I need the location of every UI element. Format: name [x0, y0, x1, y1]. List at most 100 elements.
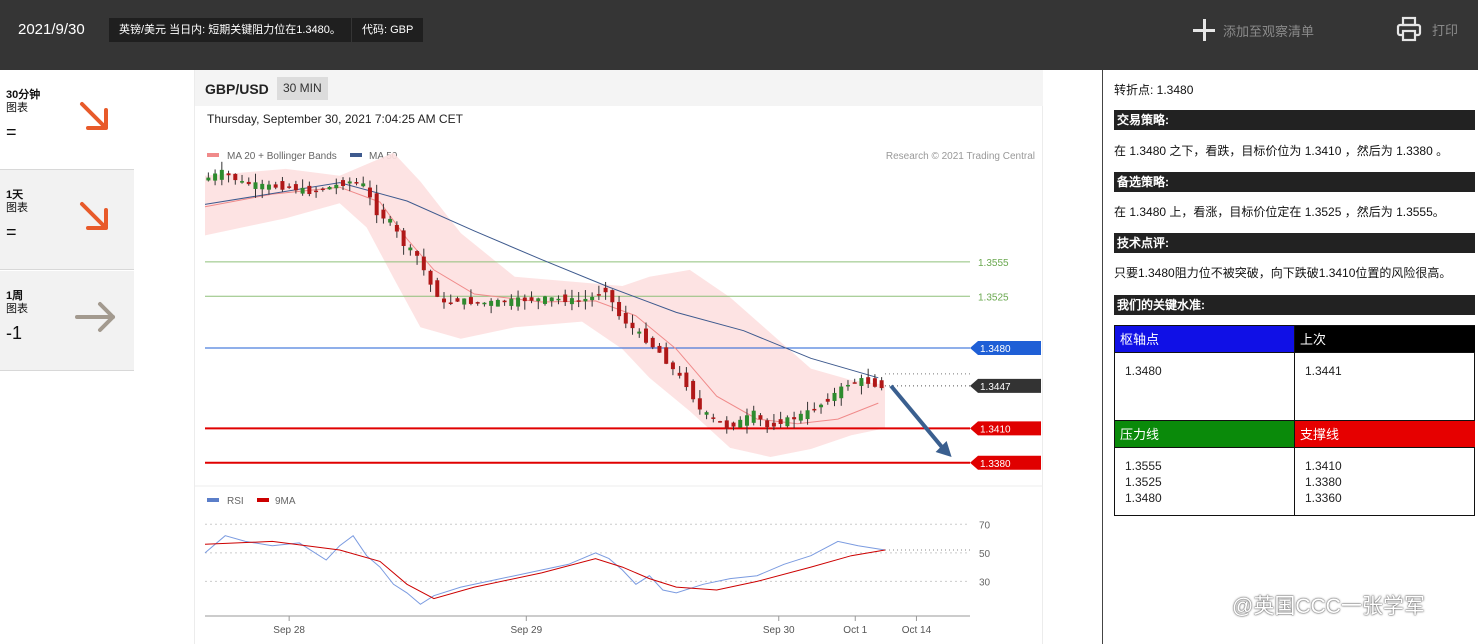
candle-body [300, 187, 305, 194]
level-label: 1.3410 [980, 424, 1011, 435]
timeframe-card-1day[interactable]: 1天 图表 = [0, 170, 134, 270]
resistance-values: 1.3555 1.3525 1.3480 [1115, 448, 1295, 515]
ma20-line [204, 186, 879, 425]
pivot-line: 转折点: 1.3480 [1114, 83, 1194, 97]
candle-body [529, 297, 534, 301]
rsi-tick-label: 30 [979, 577, 991, 588]
candle-body [684, 372, 689, 388]
candle-body [617, 301, 622, 317]
rsi-ma-legend: 9MA [275, 496, 296, 507]
candle-body [381, 209, 386, 219]
key-levels-table: 枢轴点 上次 1.3480 1.3441 压力线 支撑线 1.3555 1.35… [1114, 325, 1475, 516]
timeframe-card-30min[interactable]: 30分钟 图表 = [0, 70, 134, 170]
candle-body [394, 224, 399, 232]
rsi-ma-line [204, 540, 886, 600]
candle-body [744, 415, 749, 426]
candle-body [839, 386, 844, 399]
candle-body [711, 417, 716, 419]
alt-strategy-heading: 备选策略: [1114, 172, 1475, 192]
candle-body [576, 300, 581, 302]
strategy-text: 在 1.3480 之下，看跌，目标价位为 1.3410 ，然后为 1.3380 … [1114, 144, 1449, 158]
chart-header: GBP/USD 30 MIN [195, 70, 1043, 106]
candle-body [354, 182, 359, 184]
level-tag [970, 378, 1041, 393]
print-label: 打印 [1432, 22, 1459, 38]
candle-body [765, 420, 770, 428]
right-arrow-icon [75, 302, 115, 332]
level-tag [970, 421, 1041, 436]
candle-body [670, 362, 675, 370]
report-date: 2021/9/30 [18, 21, 85, 38]
level-tag [970, 455, 1041, 470]
watermark: @英国CCC一张学军 [1232, 590, 1425, 620]
candle-body [805, 410, 810, 420]
candle-body [361, 183, 366, 187]
resistance-value: 1.3480 [1125, 491, 1162, 505]
candle-body [240, 181, 245, 183]
candlesticks [206, 161, 884, 434]
candle-body [596, 294, 601, 296]
candle-body [859, 378, 864, 386]
candle-body [590, 296, 595, 301]
pair-title: GBP/USD [205, 81, 269, 97]
candle-body [327, 186, 332, 190]
plus-icon [1193, 19, 1215, 41]
timeframe-signal: = [6, 122, 17, 142]
candle-body [610, 290, 615, 303]
resistance-header: 压力线 [1115, 421, 1295, 448]
candle-body [233, 173, 238, 181]
candle-body [495, 299, 500, 307]
top-bar: 2021/9/30 英镑/美元 当日内: 短期关键阻力位在1.3480。 代码:… [0, 0, 1478, 70]
candle-body [664, 347, 669, 364]
ma50-legend-swatch [350, 153, 362, 157]
candle-body [293, 184, 298, 191]
chart-panel: GBP/USD 30 MIN Thursday, September 30, 2… [194, 70, 1043, 644]
candle-body [543, 296, 547, 304]
candle-body [872, 378, 877, 387]
resistance-value: 1.3525 [1125, 475, 1162, 489]
chart-credit: Research © 2021 Trading Central [886, 151, 1035, 162]
support-value: 1.3410 [1305, 459, 1342, 473]
candle-body [266, 184, 271, 190]
watermark-text: @英国CCC一张学军 [1232, 595, 1425, 618]
level-label: 1.3480 [980, 344, 1011, 355]
timeframe-badge[interactable]: 30 MIN [277, 77, 328, 100]
candle-body [812, 408, 817, 411]
candle-body [401, 230, 406, 246]
rsi-pane: 70 50 30 [204, 520, 991, 605]
add-to-watchlist-button[interactable]: 添加至观察清单 [1193, 19, 1314, 41]
candle-body [314, 190, 319, 193]
rsi-legend: RSI [227, 496, 244, 507]
candle-body [455, 298, 460, 302]
candle-body [845, 384, 850, 387]
candle-body [442, 298, 447, 303]
candle-body [280, 181, 285, 190]
candle-body [253, 182, 258, 189]
candle-body [307, 185, 312, 195]
candle-body [502, 300, 507, 303]
candle-body [637, 331, 642, 334]
candle-body [623, 312, 628, 324]
x-tick-label: Sep 28 [273, 625, 305, 636]
print-button[interactable]: 打印 [1396, 16, 1458, 42]
key-levels: 1.3555 1.3525 1.3480 1.3447 1.3410 1.3380 [205, 258, 1041, 470]
price-chart: MA 20 + Bollinger Bands MA 50 Research ©… [195, 151, 1043, 636]
candle-body [489, 300, 494, 306]
candle-body [879, 380, 884, 389]
candle-body [415, 251, 420, 256]
candle-body [832, 392, 837, 401]
pivot-value: 1.3480 [1115, 353, 1295, 421]
ma50-line [204, 182, 879, 379]
timeframe-card-1week[interactable]: 1周 图表 -1 [0, 271, 134, 371]
candle-body [798, 413, 803, 421]
candle-body [462, 298, 467, 305]
support-header: 支撑线 [1295, 421, 1475, 448]
watchlist-label: 添加至观察清单 [1223, 23, 1315, 39]
candle-body [643, 328, 648, 343]
candle-body [482, 302, 487, 305]
last-header: 上次 [1295, 326, 1475, 353]
level-label: 1.3380 [980, 459, 1011, 470]
candle-body [273, 184, 278, 188]
candle-body [287, 186, 292, 188]
candle-body [583, 298, 588, 302]
